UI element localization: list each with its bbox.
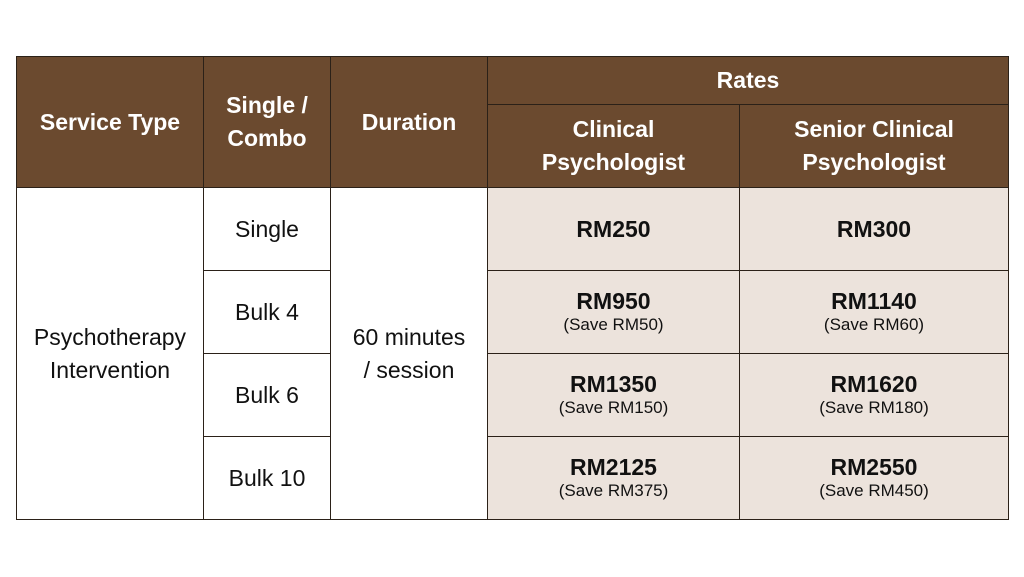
header-clinical-line2: Psychologist [541, 149, 686, 175]
header-single-combo: Single / Combo [203, 56, 331, 188]
package-cell: Bulk 10 [203, 436, 331, 520]
senior-rate-cell: RM2550 (Save RM450) [739, 436, 1009, 520]
package-cell: Bulk 6 [203, 353, 331, 437]
table-row: Bulk 10 RM2125 (Save RM375) RM2550 (Save… [17, 436, 1009, 520]
header-single-combo-line1: Single / [226, 92, 308, 118]
senior-price: RM1140 [831, 288, 917, 314]
header-single-combo-line2: Combo [227, 125, 307, 151]
clinical-rate-cell: RM2125 (Save RM375) [487, 436, 740, 520]
clinical-price: RM2125 [570, 454, 657, 480]
senior-saving: (Save RM450) [819, 481, 929, 500]
package-cell: Bulk 4 [203, 270, 331, 354]
header-row-1: Service Type Single / Combo Duration Rat… [16, 56, 1009, 188]
table-row: Bulk 6 RM1350 (Save RM150) RM1620 (Save … [17, 353, 1009, 437]
clinical-price: RM250 [576, 216, 651, 242]
senior-price: RM2550 [830, 454, 918, 480]
senior-price: RM1620 [830, 371, 918, 397]
senior-saving: (Save RM60) [823, 315, 925, 334]
header-clinical-line1: Clinical [572, 116, 655, 142]
pricing-table: Service Type Single / Combo Duration Rat… [16, 56, 1009, 520]
header-senior-clinical-psychologist: Senior Clinical Psychologist [739, 104, 1009, 188]
senior-rate-cell: RM300 [739, 187, 1009, 271]
table-row: Psychotherapy Intervention Single 60 min… [16, 187, 1009, 520]
clinical-rate-cell: RM1350 (Save RM150) [487, 353, 740, 437]
header-senior-line2: Psychologist [802, 149, 946, 175]
header-row-2: Clinical Psychologist Senior Clinical Ps… [17, 104, 1009, 188]
duration-cell: 60 minutes / session [330, 187, 488, 520]
service-type-cell: Psychotherapy Intervention [16, 187, 204, 520]
senior-price: RM300 [836, 216, 912, 242]
duration-line2: / session [363, 356, 455, 383]
clinical-saving: (Save RM375) [558, 481, 669, 500]
header-duration: Duration [330, 56, 488, 188]
header-clinical-psychologist: Clinical Psychologist [487, 104, 740, 188]
clinical-rate-cell: RM250 [487, 187, 740, 271]
clinical-price: RM1350 [570, 371, 657, 397]
package-cell: Single [203, 187, 331, 271]
clinical-saving: (Save RM150) [558, 398, 669, 417]
service-line1: Psychotherapy [33, 323, 187, 350]
service-line2: Intervention [49, 356, 171, 383]
clinical-price: RM950 [576, 288, 651, 314]
header-senior-line1: Senior Clinical [794, 116, 954, 142]
header-rates: Rates [487, 56, 1009, 105]
clinical-saving: (Save RM50) [563, 315, 664, 334]
senior-rate-cell: RM1140 (Save RM60) [739, 270, 1009, 354]
duration-line1: 60 minutes [352, 323, 466, 350]
clinical-rate-cell: RM950 (Save RM50) [487, 270, 740, 354]
header-service-type: Service Type [16, 56, 204, 188]
senior-rate-cell: RM1620 (Save RM180) [739, 353, 1009, 437]
senior-saving: (Save RM180) [819, 398, 929, 417]
pricing-table-container: Service Type Single / Combo Duration Rat… [16, 56, 1009, 520]
